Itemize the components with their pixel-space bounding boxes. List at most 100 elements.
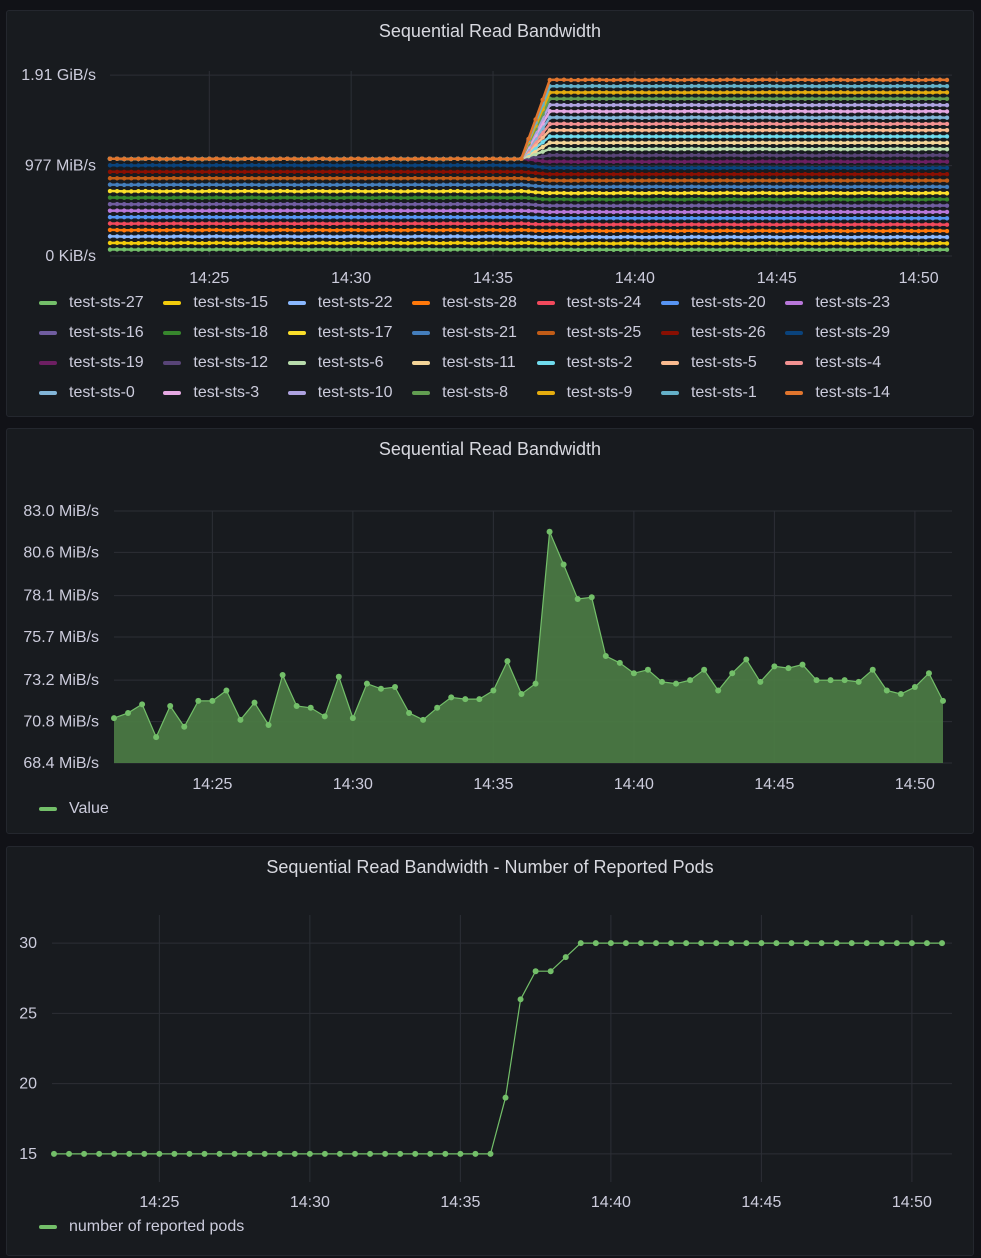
series-point [878,940,885,947]
legend-item[interactable]: test-sts-23 [785,294,909,312]
series-point [902,152,907,158]
series-point [469,228,474,233]
series-point [717,241,723,246]
series-point [810,247,815,252]
legend-label: test-sts-17 [317,324,393,341]
series-point [902,90,907,95]
series-point [448,214,453,220]
panel-title[interactable]: Sequential Read Bandwidth [378,439,602,459]
series-point [845,184,850,190]
legend-item[interactable]: test-sts-12 [163,354,287,372]
legend-item[interactable]: test-sts-18 [163,324,287,342]
series-point [583,96,588,101]
series-point [490,247,496,252]
series-point [818,940,825,947]
series-point [434,195,439,201]
series-point [661,178,666,183]
legend-item[interactable]: test-sts-5 [660,354,785,372]
series-point [703,83,709,89]
legend-item[interactable]: test-sts-2 [536,354,661,372]
series-point [710,228,716,234]
series-point [490,163,496,168]
legend-item[interactable]: test-sts-26 [660,324,785,342]
legend-item[interactable]: test-sts-0 [39,384,163,402]
series-point [391,201,396,207]
series-point [788,146,794,152]
legend-item[interactable]: test-sts-27 [39,294,163,312]
series-point [150,227,155,233]
series-point [526,228,531,233]
series-point [902,96,907,101]
series-point [788,209,794,215]
legend-item[interactable]: test-sts-17 [287,324,412,342]
legend-item[interactable]: test-sts-9 [536,384,661,402]
series-point [944,203,950,208]
legend-item[interactable]: test-sts-24 [536,294,661,312]
legend-item[interactable]: test-sts-19 [39,354,163,372]
legend-item[interactable]: test-sts-4 [785,354,909,372]
series-point [937,165,943,170]
legend-item[interactable]: test-sts-22 [287,294,412,312]
series-point [583,184,588,189]
legend-item[interactable]: test-sts-25 [536,324,661,342]
series-point [682,235,687,240]
legend-item[interactable]: test-sts-10 [287,384,412,402]
series-point [653,190,659,196]
series-point [457,1150,464,1157]
series-point [845,203,850,208]
series-point [334,169,340,175]
series-point [592,940,599,947]
series-point [895,209,900,215]
series-point [817,77,822,83]
panel-title[interactable]: Sequential Read Bandwidth - Number of Re… [266,857,714,877]
legend-item[interactable]: number of reported pods [39,1218,244,1236]
panel-title[interactable]: Sequential Read Bandwidth [378,21,602,41]
series-point [143,169,148,175]
series-point [207,188,212,194]
series-point [753,140,758,145]
series-point [228,163,233,168]
series-point [944,127,950,133]
legend-item[interactable]: Value [39,800,109,818]
legend-item[interactable]: test-sts-21 [412,324,536,342]
series-point [675,121,680,127]
series-point [66,1150,73,1157]
legend-item[interactable]: test-sts-14 [785,384,909,402]
legend-item[interactable]: test-sts-11 [412,354,536,372]
series-point [554,102,560,108]
series-point [717,234,723,240]
legend-swatch [660,331,679,335]
legend-item[interactable]: test-sts-1 [660,384,785,402]
series-point [426,240,432,246]
series-point [845,134,850,139]
series-point [313,227,318,233]
legend-item[interactable]: test-sts-8 [412,384,536,402]
series-point [767,146,772,152]
legend-item[interactable]: test-sts-20 [660,294,785,312]
legend-item[interactable]: test-sts-29 [785,324,909,342]
series-point [689,102,694,108]
legend-item[interactable]: test-sts-15 [163,294,287,312]
series-point [625,77,631,82]
series-point [682,216,687,221]
series-point [902,77,907,82]
series-point [547,121,552,127]
series-point [873,121,879,127]
legend-item[interactable]: test-sts-16 [39,324,163,342]
legend-item[interactable]: test-sts-28 [412,294,536,312]
series-point [774,102,779,108]
series-point [788,102,794,108]
series-point [902,203,907,208]
series-point [767,121,772,126]
legend-item[interactable]: test-sts-3 [163,384,287,402]
series-point [412,240,418,246]
series-point [682,203,687,209]
series-point [285,169,290,174]
legend-item[interactable]: test-sts-6 [287,354,412,372]
series-point [334,163,340,168]
series-point [363,169,368,174]
series-point [441,195,446,201]
series-point [824,84,829,89]
series-point [265,722,272,729]
series-point [795,127,801,133]
